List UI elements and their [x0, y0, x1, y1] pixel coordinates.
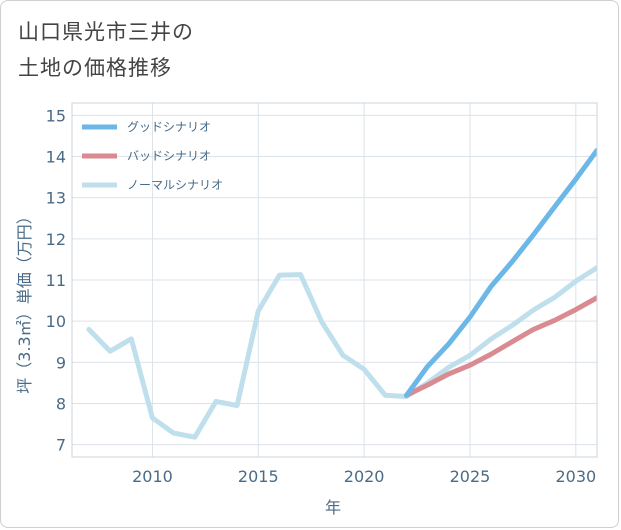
y-tick-label: 7 [56, 436, 66, 455]
y-tick-label: 11 [46, 271, 66, 290]
title-line-1: 山口県光市三井の [18, 20, 194, 44]
series-line-0 [404, 147, 597, 398]
legend-label-0: グッドシナリオ [127, 120, 211, 134]
x-tick-label: 2010 [132, 467, 173, 486]
x-axis-title: 年 [325, 498, 341, 517]
series-line-1 [404, 295, 597, 398]
y-tick-label: 13 [46, 189, 66, 208]
x-tick-label: 2015 [238, 467, 279, 486]
legend-label-2: ノーマルシナリオ [127, 178, 223, 192]
plot-frame [71, 102, 598, 458]
series-line-2 [86, 265, 597, 440]
y-axis-title: 坪（3.3㎡）単価（万円） [15, 208, 34, 393]
x-tick-label: 2025 [450, 467, 491, 486]
title-line-2: 土地の価格推移 [18, 56, 172, 80]
legend-label-1: バッドシナリオ [127, 149, 211, 163]
chart-title: 山口県光市三井の 土地の価格推移 [18, 14, 194, 86]
series-lines [86, 147, 597, 440]
y-tick-label: 15 [46, 106, 66, 125]
x-tick-label: 2020 [344, 467, 385, 486]
y-tick-label: 14 [46, 148, 66, 167]
grid [72, 103, 597, 457]
y-tick-label: 12 [46, 230, 66, 249]
tick-labels: 7 8 9 10 11 12 13 14 15 2010 2015 2020 2025 2030 [46, 106, 597, 486]
x-tick-label: 2030 [555, 467, 596, 486]
y-tick-label: 8 [56, 394, 66, 413]
y-tick-label: 10 [46, 312, 66, 331]
y-tick-label: 9 [56, 353, 66, 372]
